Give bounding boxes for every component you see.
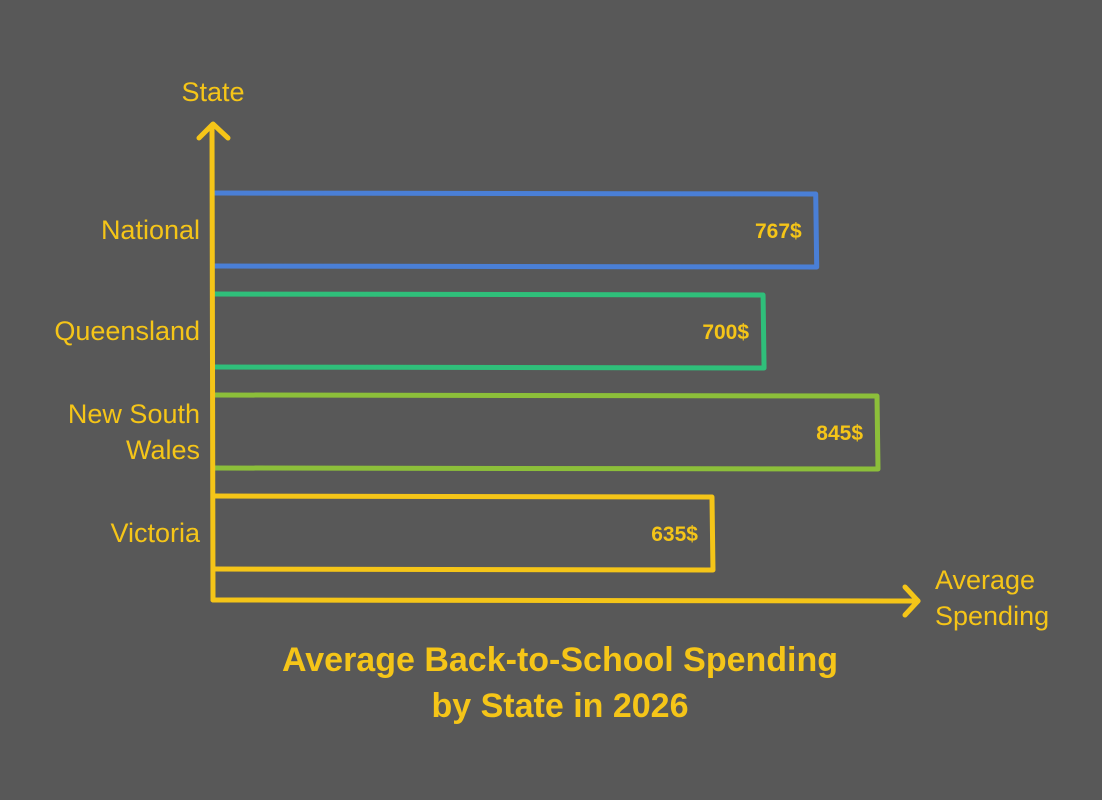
category-label-line: Wales [126,435,200,465]
x-axis-title-line: Average [935,565,1035,595]
bar-1 [210,291,767,371]
chart-title-line: Average Back-to-School Spending [282,641,838,679]
bar-2 [210,392,881,472]
category-label-line: National [101,215,200,245]
category-label-line: Victoria [110,518,201,548]
chart-title-line: by State in 2026 [431,687,688,725]
x-axis-title-line: Spending [935,601,1049,631]
data-label-0: 767$ [755,220,802,243]
bars-group [210,190,881,573]
data-label-2: 845$ [816,422,863,445]
bar-0 [210,190,820,270]
labels-group: 767$ National 700$ Queensland 845$ New South W… [54,215,863,548]
category-label-line: New South [68,399,200,429]
y-axis-title: State [181,77,244,107]
x-axis-title: Average Spending [935,565,1049,631]
x-axis-line [210,597,921,604]
category-label-0: National [101,215,200,245]
bar-3 [210,493,716,573]
y-axis-line [209,123,216,603]
chart-title: Average Back-to-School Spending by State … [282,641,838,725]
y-axis-arrowhead [196,121,231,141]
category-label-line: Queensland [54,316,200,346]
category-label-3: Victoria [110,518,201,548]
data-label-1: 700$ [702,321,749,344]
x-axis-arrowhead [902,584,921,618]
category-label-2: New South Wales [68,399,200,465]
category-label-1: Queensland [54,316,200,346]
axes-group [196,121,921,618]
data-label-3: 635$ [651,523,698,546]
